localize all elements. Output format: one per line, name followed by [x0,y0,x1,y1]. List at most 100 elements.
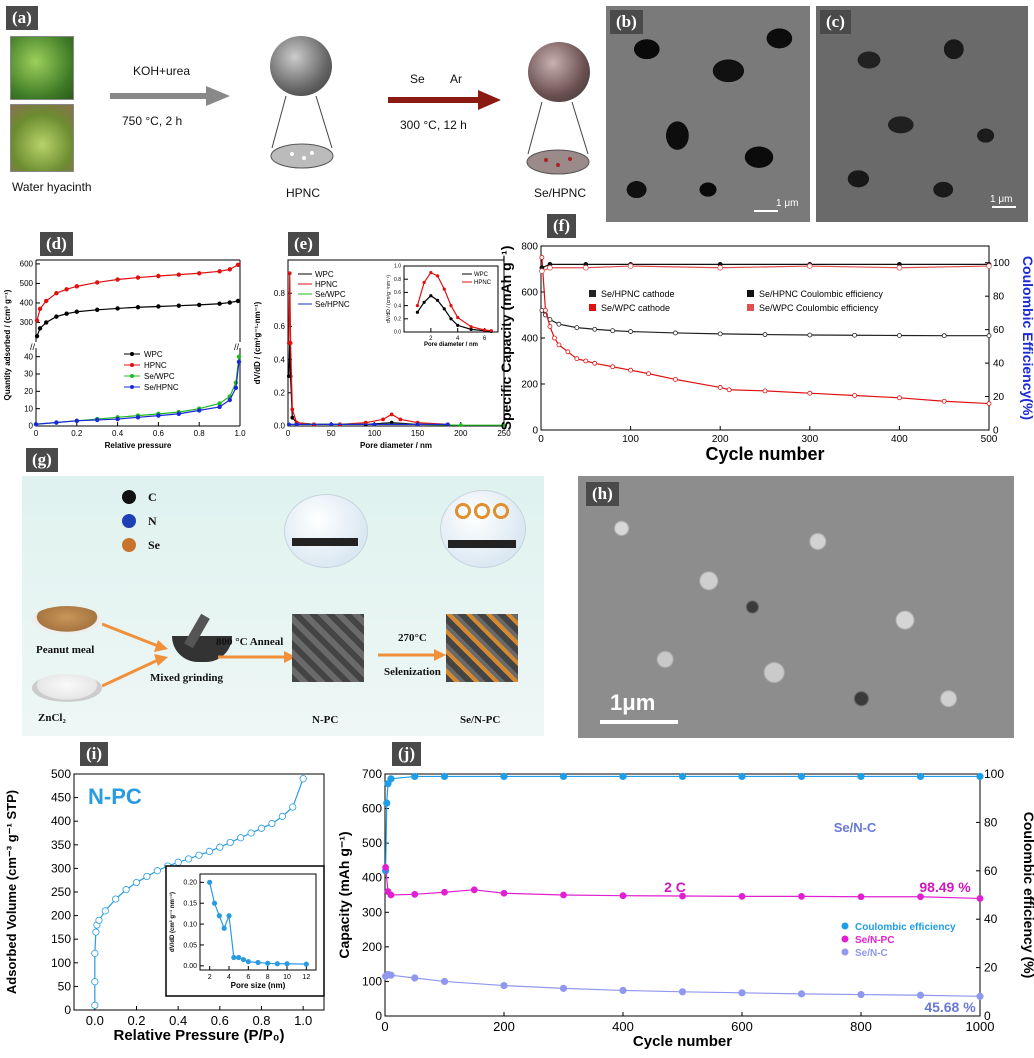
e-inset-wpc-data-point [469,327,473,331]
e-inset-wpc-data-point [422,300,426,304]
f-sewpc-capacity-data-point [807,390,813,396]
e-hpnc-data-point [288,341,293,345]
e-inset-y-label: dV/dD / (cm³g⁻¹nm⁻¹) [386,275,392,323]
i-inset-npc-data-point [216,913,222,919]
j-coulombic-data-point [500,772,508,781]
atom-c-icon [122,490,136,504]
arrow-selenization [378,649,446,661]
e-se-hpnc-data-point [415,422,420,427]
i-y-tick-label: 350 [51,838,71,852]
anneal-label: 800 °C Anneal [216,636,284,648]
e-inset-hpnc-data-point [422,280,426,285]
d-y-tick-label: 600 [20,260,34,269]
scale-bar-c [992,206,1016,208]
e-hpnc-data-point [290,407,295,412]
d-x-tick-label: 1.0 [234,429,246,438]
j-legend-0: Coulombic efficiency [855,922,956,933]
j-x-tick-label: 800 [850,1019,872,1034]
f-sehpnc-capacity-data-point [628,329,634,334]
i-npc-data-point [132,878,141,887]
j-annotation-1: 2 C [664,879,686,895]
d-se-hpnc-data-point [135,415,141,420]
i-y-tick-label: 400 [51,814,71,828]
i-x-tick-label: 0.6 [211,1013,229,1028]
i-x-label: Relative Pressure (P/P₀) [113,1027,284,1044]
senpc-label: Se/N-PC [460,714,501,726]
legend-n: N [148,514,157,528]
j-senpc-data-point [917,893,924,901]
i-y-tick-label: 50 [58,979,72,993]
j-y-tick-label: 500 [362,836,382,850]
sem-image-h: (h) 1μm [578,476,1014,738]
d-y-tick-label: 20 [24,387,33,396]
e-hpnc-series-line [288,273,448,425]
j-y-tick-label: 700 [362,767,382,781]
step2-se: Se [410,72,425,86]
npc-label: N-PC [312,714,339,726]
i-npc-data-point [299,775,307,783]
d-se-hpnc-data-point [94,417,100,423]
d-hpnc-data-point [44,298,49,304]
d-se-hpnc-data-point [156,413,161,418]
e-hpnc-data-point [398,417,403,422]
j-senpc-data-point [738,892,746,900]
e-inset-y-tick-label: 1.0 [394,264,401,270]
j-coulombic-data-point [387,775,395,783]
i-inset-x-tick-label: 4 [227,974,231,981]
d-hpnc-data-point [34,318,40,323]
scale-label-c: 1 μm [990,194,1013,205]
j-y-tick-label: 600 [362,802,382,816]
d-se-hpnc-data-point [33,422,39,427]
e-inset-wpc-data-point [429,294,433,298]
panel-label-f: (f) [547,214,576,238]
f-sewpc-capacity-data-point [565,349,571,355]
e-inset-x-tick-label: 4 [456,336,460,342]
e-inset-hpnc-data-point [429,270,433,275]
i-inset-npc-data-point [284,961,290,967]
j-y2-tick-label: 60 [984,864,998,878]
f-sehpnc-capacity-data-point [852,332,858,338]
e-inset-y-tick-label: 0.6 [394,290,401,296]
e-x-tick-label: 200 [454,429,468,438]
i-x-tick-label: 0.4 [169,1013,187,1028]
i-inset-npc-data-point [231,954,237,961]
scale-bar-b [754,210,778,212]
i-x-tick-label: 0.8 [252,1013,270,1028]
panel-label-b: (b) [610,10,643,34]
e-inset-hpnc-data-point [415,303,420,308]
f-sehpnc-capacity-data-point [592,326,598,332]
d-axis-break-mark-right: // [234,342,240,352]
e-legend-3: Se/HPNC [315,300,350,309]
f-sewpc-capacity-data-point [852,393,858,398]
d-y-tick-label: 500 [20,279,34,288]
f-x-tick-label: 200 [712,434,729,445]
water-hyacinth-bulb-photo [10,104,74,172]
sehpnc-sphere [528,42,590,102]
i-inset-x-label: Pore size (nm) [231,981,286,990]
f-sehpnc-capacity-data-point [556,321,562,327]
i-inset-npc-data-point [236,954,242,961]
senpc-sheet [448,540,516,548]
j-senpc-data-point [500,889,508,897]
e-se-wpc-data-point [502,423,506,428]
arrow-step2 [388,90,501,110]
i-inset-frame [165,865,325,997]
i-inset-x-tick-label: 10 [283,974,291,981]
scale-label-b: 1 μm [776,198,799,209]
d-se-hpnc-data-point [196,408,202,413]
f-legend-marker [747,304,754,311]
i-npc-data-point [92,928,100,936]
panel-label-d: (d) [40,232,73,256]
j-y-label: Capacity (mAh g⁻¹) [336,831,352,958]
d-se-hpnc-data-point [54,420,59,425]
f-sewpc-capacity-data-point [896,395,902,401]
i-npc-data-point [153,867,161,875]
i-y-tick-label: 250 [51,885,71,899]
i-y-tick-label: 150 [51,932,71,946]
j-y2-tick-label: 80 [984,815,998,829]
j-legend-marker [841,922,849,930]
d-wpc-data-point [74,309,79,314]
i-y-label: Adsorbed Volume (cm⁻³ g⁻¹ STP) [4,790,19,994]
e-wpc-series-line [288,342,448,425]
